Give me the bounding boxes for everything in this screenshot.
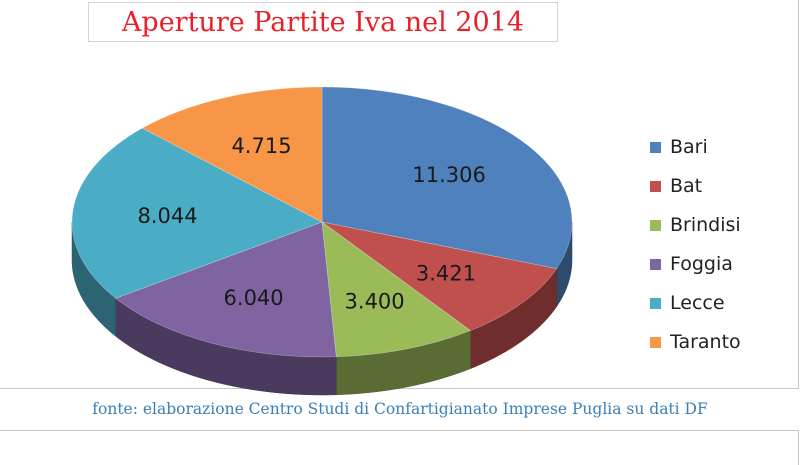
legend-item-bat: Bat [650, 173, 780, 199]
data-label-foggia: 6.040 [224, 286, 284, 310]
legend-item-bari: Bari [650, 134, 780, 160]
legend-label: Foggia [670, 253, 733, 275]
legend-swatch [650, 180, 661, 192]
data-labels: 11.306 3.421 3.400 6.040 8.044 4.715 [137, 134, 485, 314]
legend-item-brindisi: Brindisi [650, 212, 780, 238]
pie-slice-bat [321, 221, 558, 331]
legend-item-lecce: Lecce [650, 290, 780, 316]
source-note: fonte: elaborazione Centro Studi di Conf… [92, 400, 708, 418]
legend-item-taranto: Taranto [650, 329, 780, 355]
legend-swatch [650, 336, 661, 348]
legend-label: Brindisi [670, 214, 741, 236]
bottom-cell-border [0, 430, 799, 465]
legend-swatch [650, 219, 661, 231]
legend: Bari Bat Brindisi Foggia Lecce Taranto [650, 134, 780, 368]
pie-slice-foggia [115, 221, 337, 358]
legend-item-foggia: Foggia [650, 251, 780, 277]
legend-label: Lecce [670, 292, 725, 314]
legend-swatch [650, 297, 661, 309]
pie-slice-lecce [71, 127, 323, 299]
data-label-lecce: 8.044 [137, 204, 197, 228]
data-label-bari: 11.306 [412, 163, 485, 187]
legend-label: Taranto [670, 331, 741, 353]
pie-chart: 11.306 3.421 3.400 6.040 8.044 4.715 [71, 86, 573, 396]
data-label-taranto: 4.715 [231, 134, 291, 158]
legend-swatch [650, 141, 661, 153]
pie-slice-bari [321, 86, 573, 270]
pie-slice-taranto [141, 86, 323, 223]
data-label-bat: 3.421 [416, 261, 476, 285]
legend-swatch [650, 258, 661, 270]
legend-label: Bat [670, 175, 703, 197]
chart-title: Aperture Partite Iva nel 2014 [121, 6, 525, 38]
data-label-brindisi: 3.400 [345, 290, 405, 314]
chart-title-box: Aperture Partite Iva nel 2014 [88, 2, 558, 42]
pie-top [71, 86, 573, 358]
pie-slice-brindisi [321, 221, 472, 358]
legend-label: Bari [670, 136, 708, 158]
